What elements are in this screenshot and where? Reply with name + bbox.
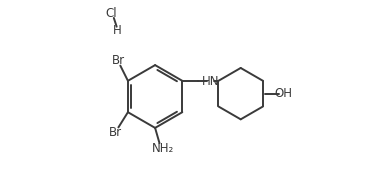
Text: Br: Br (109, 126, 122, 139)
Text: HN: HN (202, 75, 220, 88)
Text: NH₂: NH₂ (152, 142, 174, 155)
Text: Cl: Cl (105, 7, 117, 20)
Text: Br: Br (112, 54, 125, 67)
Text: H: H (113, 24, 122, 37)
Text: OH: OH (274, 87, 292, 100)
